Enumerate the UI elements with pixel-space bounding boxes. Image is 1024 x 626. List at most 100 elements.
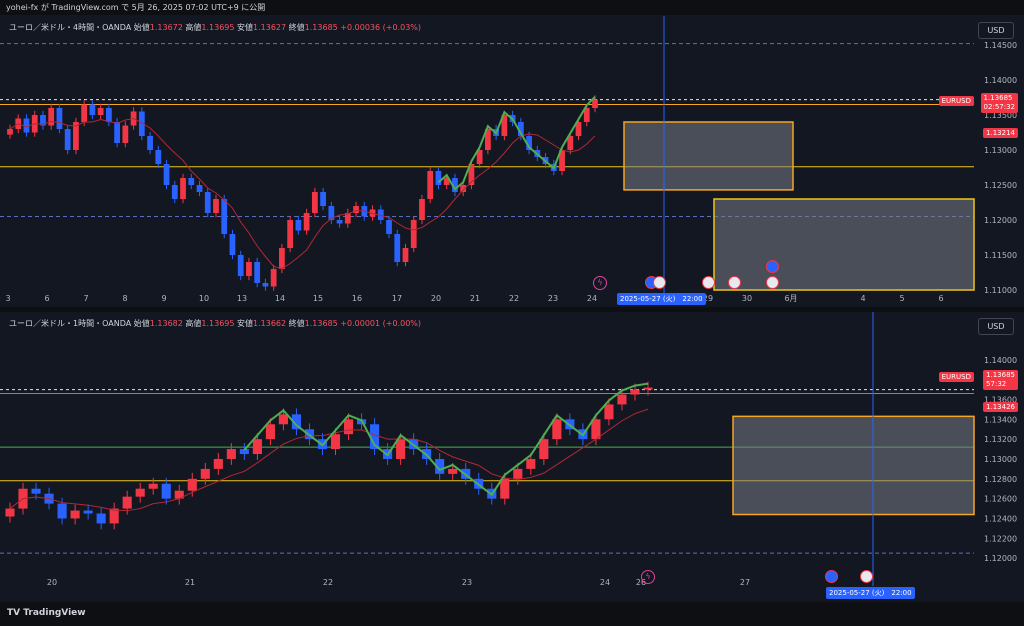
candle-body xyxy=(161,483,171,499)
currency-button[interactable]: USD xyxy=(978,318,1014,335)
candle-body xyxy=(452,178,458,192)
candle-body xyxy=(64,129,71,150)
lightning-icon[interactable]: ϟ xyxy=(641,570,655,584)
candle-body xyxy=(435,171,442,185)
price-badge-price: 1.13685 xyxy=(986,371,1015,379)
y-tick-label: 1.13500 xyxy=(984,111,1017,120)
moving-average-line xyxy=(9,408,649,512)
candle-body xyxy=(279,248,285,269)
legend-low: 1.13627 xyxy=(253,23,287,32)
level-badge: 1.13426 xyxy=(983,402,1018,412)
candle-body xyxy=(500,478,510,499)
y-tick-label: 1.13000 xyxy=(984,455,1017,464)
x-tick-label: 10 xyxy=(199,294,209,303)
event-flag-icon[interactable] xyxy=(766,276,779,289)
candle-body xyxy=(122,125,129,143)
legend-change: +0.00001 (+0.00%) xyxy=(340,319,421,328)
event-flag-icon[interactable] xyxy=(728,276,741,289)
candle-body xyxy=(31,488,41,494)
candle-body xyxy=(485,129,491,150)
candle-body xyxy=(148,483,158,489)
chart-plot-1h[interactable]: 1.140001.138001.136001.134001.132001.130… xyxy=(0,312,1024,602)
zone-box xyxy=(713,198,975,291)
candle-body xyxy=(188,178,195,185)
chart-pane-1h[interactable]: 1.140001.138001.136001.134001.132001.130… xyxy=(0,312,1024,602)
candle-body xyxy=(135,488,145,497)
candle-body xyxy=(435,458,445,474)
candle-body xyxy=(48,108,55,126)
pane-divider[interactable] xyxy=(0,307,1024,312)
event-flag-icon[interactable] xyxy=(702,276,715,289)
candle-body xyxy=(196,185,203,192)
chart-pane-4h[interactable]: 1.14500 1.14000 1.13500 1.13000 1.12500 1.120… xyxy=(0,16,1024,307)
candle-body xyxy=(419,199,425,220)
candle-body xyxy=(81,104,88,122)
candle-body xyxy=(174,490,184,499)
legend-change: +0.00036 (+0.03%) xyxy=(340,23,421,32)
candle-body xyxy=(239,449,249,455)
candle-body xyxy=(97,108,104,115)
lightning-icon[interactable]: ϟ xyxy=(593,276,607,290)
symbol-badge: EURUSD xyxy=(938,96,974,106)
candle-body xyxy=(336,220,343,224)
candle-body xyxy=(311,192,318,213)
candle-body xyxy=(591,419,601,440)
x-tick-label: 17 xyxy=(392,294,402,303)
candle-body xyxy=(559,150,565,171)
candle-body xyxy=(476,150,483,164)
candle-body xyxy=(513,468,523,479)
candle-body xyxy=(254,262,261,283)
candle-body xyxy=(5,508,15,517)
candle-body xyxy=(592,99,598,108)
currency-button[interactable]: USD xyxy=(978,22,1014,39)
event-flag-icon[interactable] xyxy=(825,570,838,583)
y-tick-label: 1.14000 xyxy=(984,76,1017,85)
x-tick-label: 13 xyxy=(237,294,247,303)
candle-body xyxy=(377,209,384,220)
candle-body xyxy=(23,118,30,133)
candle-body xyxy=(320,192,326,206)
moving-average-line xyxy=(9,117,596,270)
candle-body xyxy=(575,122,582,136)
legend-high-label: 高値 xyxy=(185,319,202,328)
chart-plot-4h[interactable]: 1.14500 1.14000 1.13500 1.13000 1.12500 1.120… xyxy=(0,16,1024,307)
candle-body xyxy=(552,419,562,440)
x-tick-label: 5 xyxy=(899,294,904,303)
event-flag-icon[interactable] xyxy=(766,260,779,273)
y-tick-label: 1.12500 xyxy=(984,181,1017,190)
candle-body xyxy=(328,206,335,220)
event-flag-icon[interactable] xyxy=(860,570,873,583)
y-tick-label: 1.11000 xyxy=(984,286,1017,295)
x-tick-label: 30 xyxy=(742,294,752,303)
x-tick-label: 29 xyxy=(703,294,713,303)
publish-header: yohei-fx が TradingView.com で 5月 26, 2025… xyxy=(0,0,1024,15)
y-tick-label: 1.12000 xyxy=(984,554,1017,563)
legend-low-label: 安値 xyxy=(237,319,254,328)
price-badge: 1.13685 02:57:32 xyxy=(980,93,1018,113)
tradingview-logo[interactable]: TV TradingView xyxy=(7,608,86,618)
candle-body xyxy=(526,458,536,469)
x-tick-label: 6 xyxy=(44,294,49,303)
candle-body xyxy=(262,283,269,287)
x-tick-label: 6月 xyxy=(784,294,797,303)
candle-body xyxy=(287,220,294,248)
candle-body xyxy=(330,434,341,450)
candle-body xyxy=(204,192,211,213)
y-tick-label: 1.12400 xyxy=(984,514,1017,523)
legend-open: 1.13682 xyxy=(149,319,183,328)
candle-body xyxy=(155,150,162,164)
x-tick-label: 7 xyxy=(83,294,88,303)
candle-body xyxy=(213,199,219,213)
logo-icon: TV xyxy=(7,608,24,618)
candle-body xyxy=(460,185,467,192)
y-tick-label: 1.12200 xyxy=(984,534,1017,543)
candle-body xyxy=(89,104,96,115)
x-tick-label: 20 xyxy=(431,294,441,303)
x-tick-label: 26 xyxy=(636,578,646,587)
x-tick-label: 8 xyxy=(122,294,127,303)
candle-body xyxy=(402,248,409,262)
y-tick-label: 1.13600 xyxy=(984,395,1017,404)
candle-body xyxy=(163,164,170,185)
candle-body xyxy=(229,234,236,255)
event-flag-icon[interactable] xyxy=(653,276,666,289)
